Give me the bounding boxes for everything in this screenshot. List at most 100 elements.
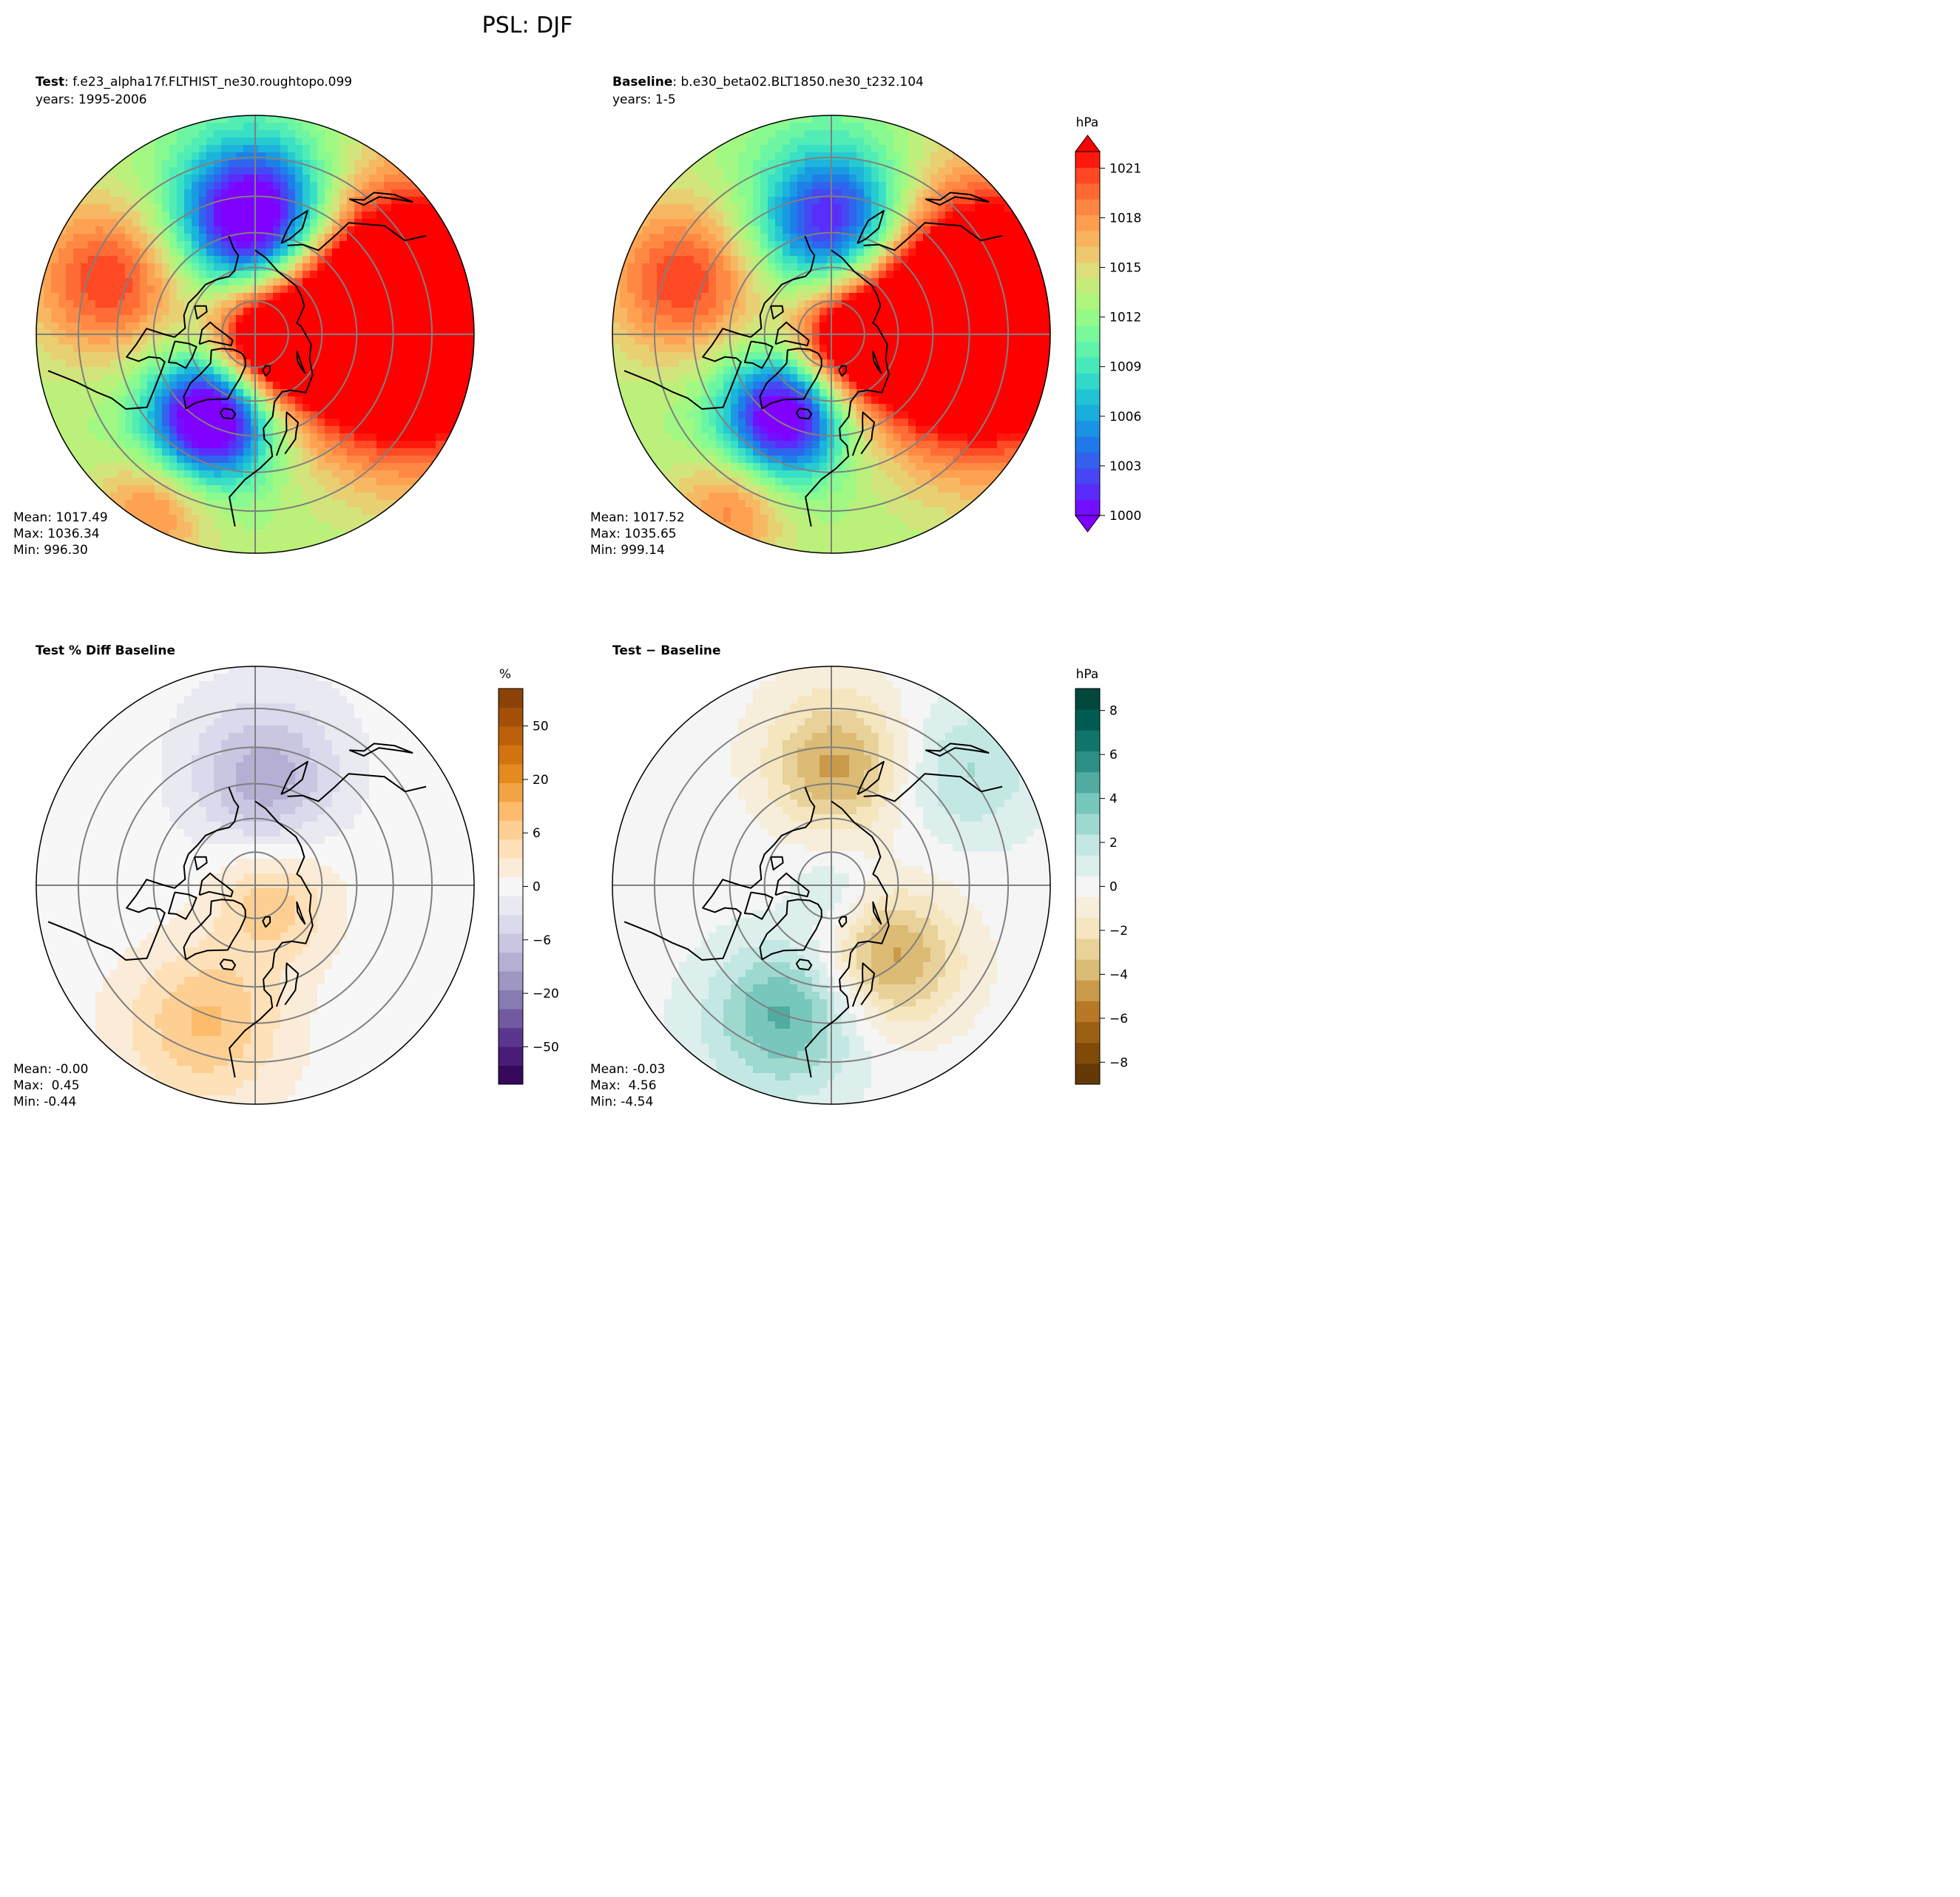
field-cell xyxy=(58,322,67,331)
field-cell xyxy=(849,123,857,131)
field-cell xyxy=(997,197,1005,205)
field-cell xyxy=(701,182,709,190)
field-cell xyxy=(376,152,385,160)
figure-title: PSL: DJF xyxy=(482,13,573,38)
field-cell xyxy=(428,470,436,479)
field-cell xyxy=(694,315,702,323)
field-cell xyxy=(325,382,333,390)
field-cell xyxy=(169,138,178,146)
field-cell xyxy=(657,278,665,286)
field-cell xyxy=(849,382,857,390)
field-cell xyxy=(273,433,281,442)
field-cell xyxy=(879,241,887,249)
field-cell xyxy=(686,182,695,190)
field-cell xyxy=(125,256,133,264)
field-cell xyxy=(184,441,192,449)
field-cell xyxy=(820,248,828,257)
field-cell xyxy=(214,456,222,464)
field-cell xyxy=(842,219,850,227)
field-cell xyxy=(376,300,385,308)
field-cell xyxy=(339,537,348,545)
field-cell xyxy=(58,241,67,249)
field-cell xyxy=(295,470,303,479)
field-cell xyxy=(723,352,731,360)
field-cell xyxy=(44,419,52,427)
field-cell xyxy=(110,212,118,220)
field-cell xyxy=(110,278,118,286)
field-cell xyxy=(229,359,237,368)
field-cell xyxy=(273,293,281,301)
field-cell xyxy=(716,352,724,360)
field-cell xyxy=(132,285,141,294)
field-cell xyxy=(118,411,126,419)
field-cell xyxy=(332,396,340,405)
field-cell xyxy=(280,182,288,190)
field-cell xyxy=(243,419,251,427)
field-cell xyxy=(132,197,141,205)
field-cell xyxy=(347,175,355,183)
field-cell xyxy=(893,396,902,405)
field-cell xyxy=(384,382,392,390)
field-cell xyxy=(938,256,946,264)
field-cell xyxy=(443,256,451,264)
field-cell xyxy=(923,278,931,286)
field-cell xyxy=(376,315,385,323)
field-cell xyxy=(753,189,761,197)
field-cell xyxy=(221,374,229,382)
field-cell xyxy=(399,160,407,168)
field-cell xyxy=(347,389,355,397)
field-cell xyxy=(310,419,318,427)
field-cell xyxy=(325,278,333,286)
field-cell xyxy=(295,396,303,405)
field-cell xyxy=(731,204,739,212)
field-cell xyxy=(376,167,385,175)
field-cell xyxy=(406,396,414,405)
field-cell xyxy=(1012,389,1020,397)
field-cell xyxy=(945,152,953,160)
field-cell xyxy=(95,182,104,190)
field-cell xyxy=(155,500,163,508)
field-cell xyxy=(317,485,325,493)
field-cell xyxy=(103,485,111,493)
field-cell xyxy=(288,152,296,160)
field-cell xyxy=(125,485,133,493)
field-cell xyxy=(820,212,828,220)
field-cell xyxy=(465,337,473,345)
field-cell xyxy=(938,382,946,390)
field-cell xyxy=(199,522,207,530)
field-cell xyxy=(354,145,362,153)
field-cell xyxy=(746,285,754,294)
field-cell xyxy=(990,204,998,212)
field-cell xyxy=(258,204,266,212)
field-cell xyxy=(376,463,385,471)
field-cell xyxy=(310,278,318,286)
field-cell xyxy=(746,160,754,168)
panel-baseline-years: years: 1-5 xyxy=(612,92,676,107)
field-cell xyxy=(997,367,1005,375)
field-cell xyxy=(879,219,887,227)
field-cell xyxy=(125,345,133,353)
field-cell xyxy=(672,241,680,249)
field-cell xyxy=(288,300,296,308)
panel-test-max: Max: 1036.34 xyxy=(13,527,100,541)
field-cell xyxy=(310,374,318,382)
field-cell xyxy=(879,138,887,146)
field-cell xyxy=(66,204,74,212)
field-cell xyxy=(214,337,222,345)
field-cell xyxy=(376,426,385,434)
field-cell xyxy=(849,189,857,197)
field-cell xyxy=(243,175,251,183)
field-cell xyxy=(406,389,414,397)
field-cell xyxy=(775,241,783,249)
field-cell xyxy=(657,256,665,264)
field-cell xyxy=(428,241,436,249)
field-cell xyxy=(221,522,229,530)
field-cell xyxy=(362,515,370,523)
field-cell xyxy=(354,300,362,308)
field-cell xyxy=(147,345,155,353)
field-cell xyxy=(206,322,214,331)
field-cell xyxy=(214,226,222,234)
field-cell xyxy=(612,352,621,360)
field-cell xyxy=(849,285,857,294)
field-cell xyxy=(945,234,953,242)
